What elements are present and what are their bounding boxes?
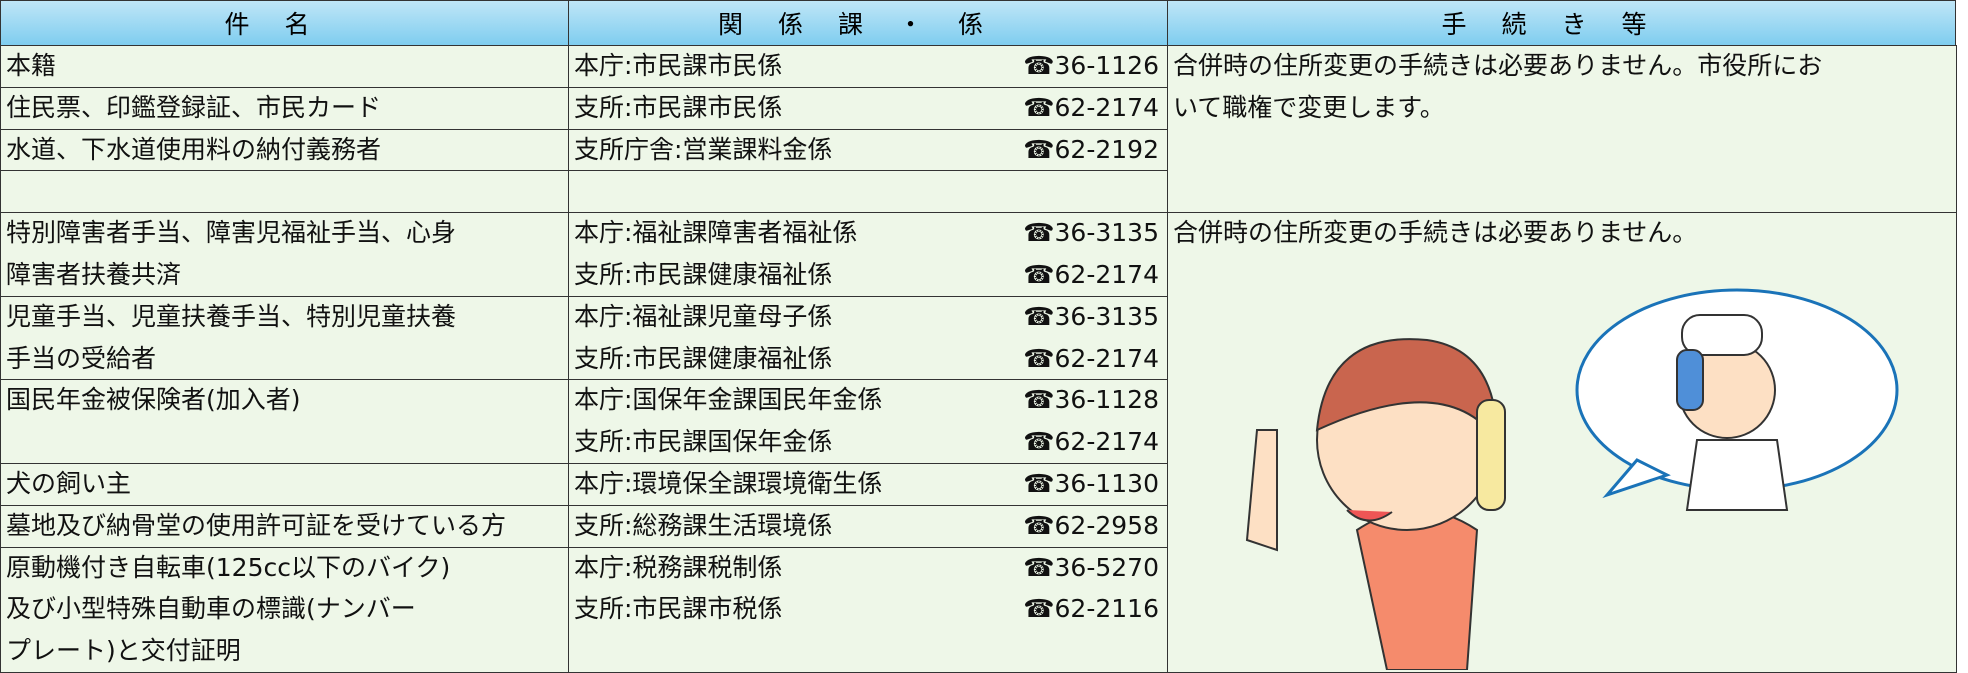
contact-cell <box>568 45 1168 89</box>
item-cell <box>0 45 569 89</box>
tel: ☎62-2174 <box>1023 92 1159 122</box>
contact-cell <box>568 295 1168 381</box>
item-text: 国民年金被保険者(加入者) <box>6 385 301 415</box>
item-text: 水道、下水道使用料の納付義務者 <box>6 134 382 164</box>
item-text: 特別障害者手当、障害児福祉手当、心身 <box>6 218 457 248</box>
item-text: 犬の飼い主 <box>6 469 132 498</box>
office: 本庁:環境保全課環境衛生係 <box>574 469 883 498</box>
item-text: 本籍 <box>6 51 57 80</box>
header-procedure: 手続き等 <box>1167 0 1956 46</box>
item-text: プレート)と交付証明 <box>6 636 241 666</box>
tel: ☎62-2174 <box>1023 427 1159 457</box>
procedure-text: いて職権で変更します。 <box>1173 92 1445 122</box>
contact-cell <box>568 379 1168 465</box>
office: 支所:市民課市税係 <box>574 594 783 624</box>
office: 支所庁舎:営業課料金係 <box>574 134 833 164</box>
item-text: 手当の受給者 <box>6 343 157 373</box>
item-text: 墓地及び納骨堂の使用許可証を受けている方 <box>6 510 507 540</box>
item-cell <box>0 546 569 673</box>
tel: ☎36-1126 <box>1023 51 1159 80</box>
item-text: 及び小型特殊自動車の標識(ナンバー <box>6 594 416 624</box>
procedure-text: 合併時の住所変更の手続きは必要ありません。 <box>1173 218 1698 248</box>
office: 本庁:税務課税制係 <box>574 552 783 582</box>
office: 本庁:国保年金課国民年金係 <box>574 385 883 415</box>
office: 支所:市民課健康福祉係 <box>574 343 833 373</box>
blank-cell <box>0 170 569 214</box>
office: 支所:総務課生活環境係 <box>574 510 833 540</box>
illustration <box>1245 288 1899 670</box>
blank-cell <box>568 170 1168 214</box>
procedure-cell <box>1167 45 1957 214</box>
contact-cell <box>568 212 1168 298</box>
header-item: 件名 <box>0 0 569 46</box>
item-text: 住民票、印鑑登録証、市民カード <box>6 92 382 122</box>
item-text: 児童手当、児童扶養手当、特別児童扶養 <box>6 301 457 331</box>
tel: ☎62-2958 <box>1023 510 1159 540</box>
item-cell <box>0 463 569 507</box>
office: 支所:市民課国保年金係 <box>574 427 833 457</box>
tel: ☎62-2192 <box>1023 134 1159 164</box>
header-department: 関係課・係 <box>568 0 1168 46</box>
item-text: 障害者扶養共済 <box>6 260 182 289</box>
tel: ☎62-2174 <box>1023 343 1159 373</box>
office: 本庁:市民課市民係 <box>574 51 783 80</box>
item-cell <box>0 295 569 381</box>
tel: ☎36-1128 <box>1023 385 1159 415</box>
item-cell <box>0 212 569 298</box>
tel: ☎36-1130 <box>1023 469 1159 498</box>
tel: ☎36-5270 <box>1023 552 1159 582</box>
tel: ☎62-2174 <box>1023 260 1159 289</box>
contact-cell <box>568 546 1168 673</box>
office: 支所:市民課健康福祉係 <box>574 260 833 289</box>
office: 支所:市民課市民係 <box>574 92 783 122</box>
tel: ☎36-3135 <box>1023 301 1159 331</box>
tel: ☎62-2116 <box>1023 594 1159 624</box>
tel: ☎36-3135 <box>1023 218 1159 248</box>
item-cell <box>0 128 569 172</box>
procedure-text: 合併時の住所変更の手続きは必要ありません。市役所にお <box>1173 51 1823 80</box>
office: 本庁:福祉課児童母子係 <box>574 301 833 331</box>
office: 本庁:福祉課障害者福祉係 <box>574 218 858 248</box>
item-text: 原動機付き自転車(125cc以下のバイク) <box>6 552 451 582</box>
item-cell <box>0 504 569 549</box>
item-cell <box>0 86 569 131</box>
